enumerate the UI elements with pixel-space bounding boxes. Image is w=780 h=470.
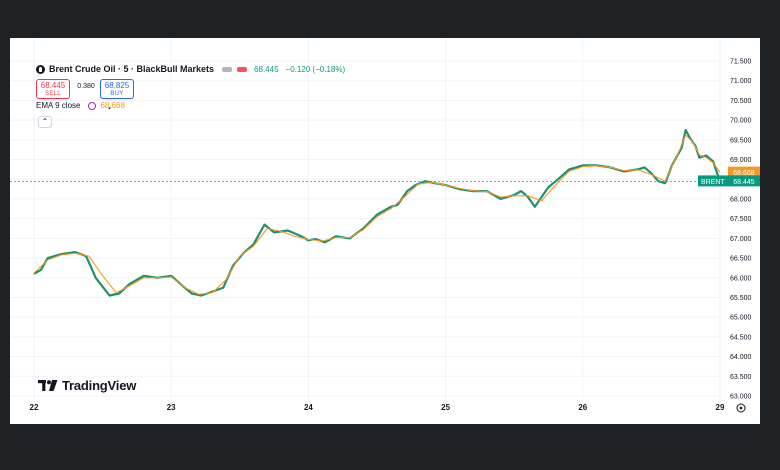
x-tick-label: 22 xyxy=(30,403,39,412)
gear-icon-center xyxy=(739,406,743,410)
brent-logo-icon xyxy=(36,64,45,74)
buy-price: 68.825 xyxy=(104,81,130,90)
y-tick-label: 71.000 xyxy=(730,78,752,85)
buy-button[interactable]: 68.825 BUY xyxy=(100,79,134,99)
ema-line[interactable] xyxy=(33,134,721,295)
y-tick-label: 65.500 xyxy=(730,295,752,302)
symbol-title[interactable]: Brent Crude Oil · 5 · BlackBull Markets xyxy=(49,64,215,74)
indicator-label: EMA 9 close xyxy=(36,101,81,110)
y-tick-label: 70.500 xyxy=(730,98,752,105)
y-tick-label: 67.500 xyxy=(730,216,752,223)
tradingview-watermark[interactable]: TradingView xyxy=(38,378,136,393)
chart-panel[interactable]: 71.50071.00070.50070.00069.50069.00068.5… xyxy=(10,38,760,424)
last-price-tag xyxy=(698,175,760,187)
x-tick-label: 26 xyxy=(578,403,587,412)
current-price: 68.445 xyxy=(254,64,279,74)
buy-label: BUY xyxy=(110,91,124,97)
tradingview-wordmark: TradingView xyxy=(62,378,137,393)
y-tick-label: 64.500 xyxy=(730,334,752,341)
indicator-value: 68.668 xyxy=(100,101,125,110)
drawing-marker[interactable] xyxy=(108,107,111,110)
last-price-tag-text: 68.445 xyxy=(733,179,755,186)
status-pill-red-icon xyxy=(237,66,248,72)
x-tick-label: 23 xyxy=(167,403,176,412)
status-pill-icon xyxy=(222,66,233,72)
price-change: −0.120 (−0.18%) xyxy=(285,64,346,74)
spread-value: 0.380 xyxy=(77,83,95,90)
sell-price: 68.445 xyxy=(40,81,66,90)
sell-label: SELL xyxy=(45,91,61,97)
y-tick-label: 71.500 xyxy=(730,59,752,66)
y-tick-label: 63.500 xyxy=(730,374,752,381)
last-price-symbol: BRENT xyxy=(701,179,725,186)
price-chart[interactable]: 71.50071.00070.50070.00069.50069.00068.5… xyxy=(10,38,760,424)
sell-button[interactable]: 68.445 SELL xyxy=(36,79,70,99)
symbol-header: Brent Crude Oil · 5 · BlackBull Markets … xyxy=(36,62,345,76)
y-tick-label: 65.000 xyxy=(730,315,752,322)
y-tick-label: 69.500 xyxy=(730,137,752,144)
y-tick-label: 64.000 xyxy=(730,354,752,361)
indicator-settings-icon[interactable] xyxy=(88,101,97,110)
indicator-legend[interactable]: EMA 9 close 68.668 xyxy=(36,101,125,110)
x-tick-label: 29 xyxy=(716,403,725,412)
x-tick-label: 25 xyxy=(441,403,450,412)
y-tick-label: 67.000 xyxy=(730,236,752,243)
y-tick-label: 66.500 xyxy=(730,256,752,263)
chevron-up-icon: ⌃ xyxy=(41,117,49,126)
y-tick-label: 68.000 xyxy=(730,196,752,203)
x-tick-label: 24 xyxy=(304,403,313,412)
gear-icon[interactable] xyxy=(736,403,746,413)
tradingview-logo-icon xyxy=(38,379,58,391)
ema-price-tag xyxy=(728,166,760,178)
price-line[interactable] xyxy=(33,128,722,297)
y-tick-label: 66.000 xyxy=(730,275,752,282)
y-tick-label: 70.000 xyxy=(730,118,752,125)
y-tick-label: 69.000 xyxy=(730,157,752,164)
collapse-legend-button[interactable]: ⌃ xyxy=(38,116,52,128)
ema-price-tag-text: 68.668 xyxy=(733,170,755,177)
y-tick-label: 63.000 xyxy=(730,394,752,401)
